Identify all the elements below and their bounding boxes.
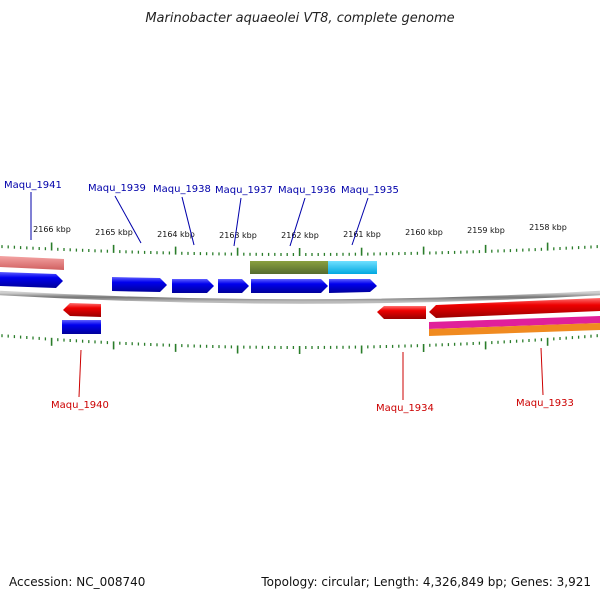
kbp-label: 2158 kbp bbox=[529, 223, 567, 232]
gene-arrow-maqu-1940[interactable] bbox=[63, 303, 101, 317]
gene-arrow-maqu-1934[interactable] bbox=[377, 306, 426, 319]
kbp-label: 2166 kbp bbox=[33, 225, 71, 234]
reverse-genes bbox=[62, 298, 600, 336]
gene-label-maqu-1933[interactable]: Maqu_1933 bbox=[516, 398, 574, 409]
gene-label-maqu-1935[interactable]: Maqu_1935 bbox=[341, 185, 399, 196]
gene-label-maqu-1934[interactable]: Maqu_1934 bbox=[376, 403, 434, 414]
upper-tick-track bbox=[1, 242, 598, 256]
forward-genes bbox=[0, 272, 377, 293]
genome-backbone bbox=[0, 290, 600, 304]
kbp-labels: 2166 kbp 2165 kbp 2164 kbp 2163 kbp 2162… bbox=[33, 223, 567, 240]
kbp-label: 2161 kbp bbox=[343, 230, 381, 239]
feature-strip-olive[interactable] bbox=[250, 261, 328, 274]
gene-label-maqu-1938[interactable]: Maqu_1938 bbox=[153, 184, 211, 195]
kbp-label: 2162 kbp bbox=[281, 231, 319, 240]
kbp-label: 2163 kbp bbox=[219, 231, 257, 240]
gene-label-maqu-1941[interactable]: Maqu_1941 bbox=[4, 180, 62, 191]
gene-box-blue-lower[interactable] bbox=[62, 320, 101, 334]
gene-label-maqu-1936[interactable]: Maqu_1936 bbox=[278, 185, 336, 196]
leader-line bbox=[289, 197, 306, 247]
feature-strip-magenta[interactable] bbox=[429, 316, 600, 329]
reverse-gene-labels: Maqu_1940 Maqu_1934 Maqu_1933 bbox=[51, 347, 574, 414]
feature-strip-pink[interactable] bbox=[0, 256, 64, 270]
gene-label-maqu-1937[interactable]: Maqu_1937 bbox=[215, 185, 273, 196]
gene-arrow-maqu-1933[interactable] bbox=[429, 298, 600, 318]
gene-label-maqu-1940[interactable]: Maqu_1940 bbox=[51, 400, 109, 411]
feature-strip-orange[interactable] bbox=[429, 323, 600, 336]
leader-line bbox=[351, 197, 369, 246]
leader-line bbox=[540, 347, 544, 396]
gene-label-maqu-1939[interactable]: Maqu_1939 bbox=[88, 183, 146, 194]
kbp-label: 2159 kbp bbox=[467, 226, 505, 235]
kbp-label: 2160 kbp bbox=[405, 228, 443, 237]
feature-strip-cyan[interactable] bbox=[328, 261, 377, 274]
kbp-label: 2165 kbp bbox=[95, 228, 133, 237]
leader-line bbox=[78, 349, 82, 398]
lower-tick-track bbox=[1, 334, 598, 354]
kbp-label: 2164 kbp bbox=[157, 230, 195, 239]
gene-arrow-maqu-1935[interactable] bbox=[329, 279, 377, 293]
gene-arrow-maqu-1936[interactable] bbox=[251, 279, 328, 293]
leader-line bbox=[114, 195, 142, 244]
gene-arrow-maqu-1938[interactable] bbox=[172, 279, 214, 293]
accession-text: Accession: NC_008740 bbox=[9, 575, 145, 589]
gene-arrow-maqu-1941[interactable] bbox=[0, 272, 63, 288]
leader-line bbox=[233, 197, 242, 247]
gene-arrow-maqu-1939[interactable] bbox=[112, 277, 167, 292]
forward-gene-labels: Maqu_1941 Maqu_1939 Maqu_1938 Maqu_1937 … bbox=[4, 180, 399, 247]
topology-text: Topology: circular; Length: 4,326,849 bp… bbox=[260, 575, 591, 589]
diagram-title: Marinobacter aquaeolei VT8, complete gen… bbox=[145, 11, 454, 26]
leader-line bbox=[181, 196, 195, 246]
gene-arrow-maqu-1937[interactable] bbox=[218, 279, 249, 293]
